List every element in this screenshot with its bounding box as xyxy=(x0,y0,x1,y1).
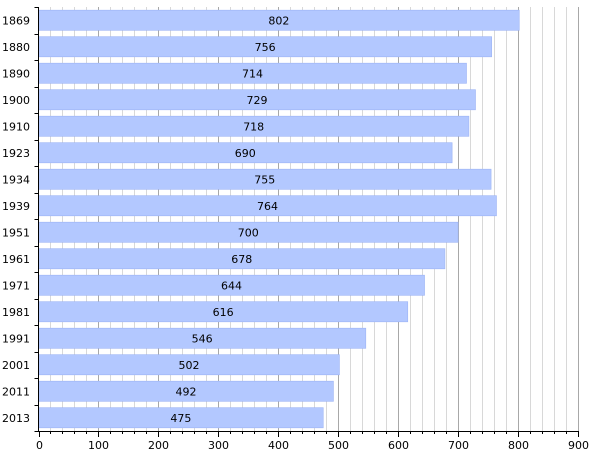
x-tick-label: 100 xyxy=(88,439,109,452)
bar-value-label: 644 xyxy=(221,279,242,292)
bar-value-label: 475 xyxy=(170,412,191,425)
category-label: 1934 xyxy=(2,173,30,186)
category-label: 1961 xyxy=(2,253,30,266)
category-label: 2011 xyxy=(2,385,30,398)
bar-value-label: 502 xyxy=(178,359,199,372)
category-label: 1910 xyxy=(2,120,30,133)
category-label: 1880 xyxy=(2,41,30,54)
category-label: 1939 xyxy=(2,200,30,213)
category-label: 2013 xyxy=(2,412,30,425)
x-tick-label: 0 xyxy=(36,439,43,452)
category-label: 1900 xyxy=(2,94,30,107)
bar-value-label: 546 xyxy=(192,332,213,345)
bar-value-label: 718 xyxy=(243,120,264,133)
bar-value-label: 755 xyxy=(254,173,275,186)
x-tick-label: 800 xyxy=(508,439,529,452)
bar-value-label: 764 xyxy=(257,200,278,213)
category-label: 1869 xyxy=(2,14,30,27)
category-label: 1923 xyxy=(2,147,30,160)
axes: 1869 1880 1890 1900 1910 1923 1934 1939 1951 1961… xyxy=(2,7,589,452)
bar-value-label: 690 xyxy=(235,147,256,160)
bar-value-label: 678 xyxy=(231,253,252,266)
bar-value-label: 729 xyxy=(246,94,267,107)
category-label: 1951 xyxy=(2,226,30,239)
category-label: 1971 xyxy=(2,279,30,292)
bar-value-label: 700 xyxy=(238,226,259,239)
category-label: 1981 xyxy=(2,306,30,319)
x-tick-label: 200 xyxy=(148,439,169,452)
category-label: 2001 xyxy=(2,359,30,372)
bar-value-label: 492 xyxy=(175,385,196,398)
x-tick-label: 600 xyxy=(388,439,409,452)
category-label: 1991 xyxy=(2,332,30,345)
x-tick-label: 700 xyxy=(448,439,469,452)
x-tick-label: 300 xyxy=(208,439,229,452)
bar-value-label: 756 xyxy=(255,41,276,54)
bar-value-label: 714 xyxy=(242,67,263,80)
x-tick-label: 900 xyxy=(568,439,589,452)
x-tick-label: 500 xyxy=(328,439,349,452)
bar-value-label: 616 xyxy=(213,306,234,319)
bar-value-label: 802 xyxy=(268,14,289,27)
x-tick-label: 400 xyxy=(268,439,289,452)
category-label: 1890 xyxy=(2,67,30,80)
